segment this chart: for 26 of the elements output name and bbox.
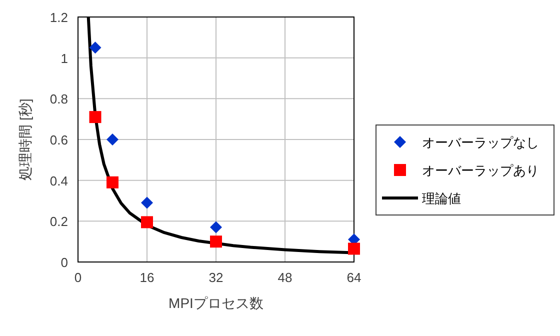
point [106, 176, 118, 188]
x-tick-label: 16 [140, 270, 154, 285]
legend-label: オーバーラップあり [422, 163, 539, 178]
point [348, 242, 360, 255]
x-tick-label: 32 [208, 270, 224, 285]
point [141, 216, 153, 228]
legend-label: オーバーラップなし [422, 135, 539, 150]
x-tick-label: 48 [278, 270, 292, 285]
y-tick-label: 0.4 [50, 173, 68, 188]
y-tick-label: 1.2 [50, 10, 68, 25]
point [89, 111, 102, 124]
point [89, 42, 102, 54]
point [210, 236, 222, 248]
x-tick-label: 0 [74, 270, 82, 285]
point [210, 221, 222, 234]
x-tick-label: 64 [346, 270, 362, 285]
y-tick-label: 0 [60, 255, 68, 270]
y-axis-title: 処理時間 [秒] [17, 98, 33, 180]
y-tick-label: 0.6 [50, 132, 68, 148]
x-axis-title: MPIプロセス数 [168, 295, 264, 311]
y-tick-label: 0.8 [50, 92, 68, 107]
y-tick-label: 1 [60, 50, 68, 66]
point [141, 196, 153, 209]
point [106, 134, 118, 146]
legend-label: 理論値 [422, 191, 461, 206]
y-tick-label: 0.2 [50, 214, 68, 230]
